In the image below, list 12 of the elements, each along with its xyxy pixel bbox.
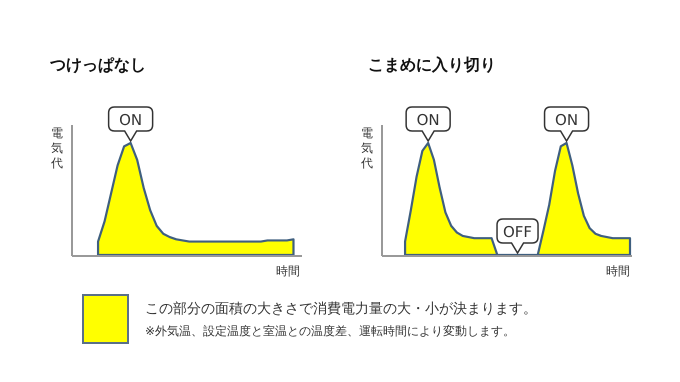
text: ※外気温、設定温度と室温との温度差、運転時間により変動します。	[145, 324, 516, 338]
x-axis-title: 時間	[606, 264, 630, 278]
annotation: ON	[416, 111, 440, 129]
text: この部分の面積の大きさで消費電力量の大・小が決まります。	[145, 301, 537, 317]
annotation: OFF	[503, 223, 532, 241]
annotation: ON	[555, 111, 578, 129]
annotation: ON	[119, 111, 142, 129]
y-axis-title: 電気代	[50, 126, 63, 170]
x-axis-title: 時間	[276, 264, 300, 278]
y-axis-title: 電気代	[360, 126, 373, 170]
chart-title: つけっぱなし	[49, 55, 146, 74]
chart-title: こまめに入り切り	[368, 55, 496, 74]
